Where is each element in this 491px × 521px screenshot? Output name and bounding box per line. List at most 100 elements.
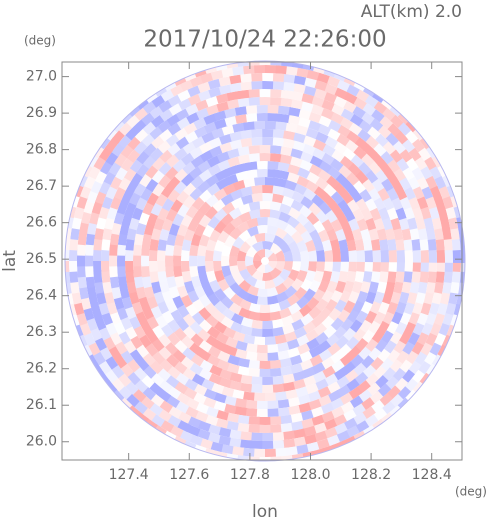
radar-cell [102, 226, 113, 241]
radar-cell [425, 196, 438, 211]
radar-cell [403, 302, 415, 317]
radar-cell [239, 241, 251, 254]
radar-cell [326, 280, 338, 294]
radar-cell [329, 397, 344, 411]
radar-cell [205, 173, 220, 187]
radar-cell [275, 250, 286, 262]
radar-cell [354, 271, 365, 284]
radar-cell [351, 300, 365, 315]
radar-cell [224, 336, 239, 349]
radar-cell [189, 165, 204, 180]
radar-cell [228, 380, 242, 391]
radar-cell [278, 105, 292, 116]
radar-cell [247, 367, 260, 377]
radar-cell [221, 124, 236, 136]
radar-cell [352, 208, 365, 223]
radar-cell [238, 439, 252, 449]
radar-cell [159, 227, 170, 241]
radar-cell [426, 228, 436, 242]
radar-cell [191, 135, 207, 149]
radar-cell [425, 282, 436, 296]
radar-cell [332, 249, 342, 262]
radar-cell [287, 216, 301, 229]
radar-cell [337, 199, 351, 214]
radar-cell [246, 217, 259, 229]
radar-cell [214, 450, 228, 458]
radar-cell [280, 97, 294, 108]
radar-cell [340, 250, 350, 262]
radar-cell [291, 191, 306, 204]
radar-cell [174, 77, 189, 87]
radar-cell [131, 206, 144, 221]
radar-cell [310, 314, 325, 329]
radar-cell [64, 259, 70, 272]
radar-cell [221, 265, 232, 278]
radar-cell [420, 302, 432, 317]
radar-cell [98, 301, 110, 316]
y-label: lat [0, 250, 20, 272]
radar-cell [274, 391, 287, 401]
radar-cell [203, 447, 217, 455]
y-tick-label: 26.8 [26, 142, 57, 158]
radar-cell [241, 447, 255, 457]
radar-cell [76, 311, 88, 326]
radar-cell [88, 352, 98, 366]
radar-cell [236, 365, 250, 376]
radar-cell [432, 156, 442, 170]
radar-cell [184, 73, 199, 82]
x-tick-label: 127.4 [109, 467, 149, 483]
radar-cell [302, 375, 317, 387]
radar-cell [189, 265, 199, 278]
radar-cell [300, 230, 313, 244]
radar-cell [380, 261, 390, 274]
radar-cell [238, 279, 251, 293]
radar-cell [260, 440, 274, 449]
radar-cell [116, 305, 128, 321]
radar-cell [302, 434, 317, 445]
radar-cell [308, 354, 323, 367]
radar-cell [224, 453, 239, 460]
radar-cell [267, 161, 280, 170]
radar-cell [215, 358, 230, 371]
radar-cell [411, 381, 423, 394]
radar-cell [255, 408, 268, 418]
radar-cell [342, 300, 356, 315]
radar-cell [305, 270, 316, 283]
radar-cell [248, 153, 261, 163]
radar-cell [308, 345, 323, 359]
radar-cell [268, 416, 282, 425]
radar-cell [308, 120, 323, 132]
radar-cell [319, 402, 334, 415]
radar-cell [259, 97, 273, 106]
radar-cell [156, 300, 169, 315]
radar-cell [286, 293, 300, 307]
radar-cell [423, 217, 435, 232]
radar-cell [372, 250, 382, 263]
radar-cell [284, 446, 298, 456]
radar-cell [277, 113, 291, 124]
radar-cell [291, 261, 302, 272]
radar-cell [256, 169, 269, 178]
radar-cell [220, 295, 234, 309]
radar-cell [245, 113, 259, 123]
radar-cell [286, 66, 300, 76]
radar-cell [372, 261, 382, 274]
radar-cell [202, 396, 217, 409]
radar-cell [272, 185, 285, 196]
radar-cell [282, 138, 297, 149]
radar-cell [214, 340, 228, 353]
radar-cell [331, 440, 346, 449]
radar-cell [279, 422, 293, 433]
radar-cell [251, 81, 265, 90]
radar-cell [190, 75, 205, 88]
radar-cell [262, 185, 275, 194]
radar-cell [300, 278, 313, 292]
radar-cell [433, 196, 446, 211]
radar-cell [314, 88, 329, 101]
radar-cell [202, 284, 215, 298]
radar-cell [206, 238, 217, 252]
radar-cell [256, 216, 269, 226]
radar-cell [291, 230, 304, 244]
radar-cell [381, 99, 394, 111]
radar-cell [198, 274, 210, 288]
